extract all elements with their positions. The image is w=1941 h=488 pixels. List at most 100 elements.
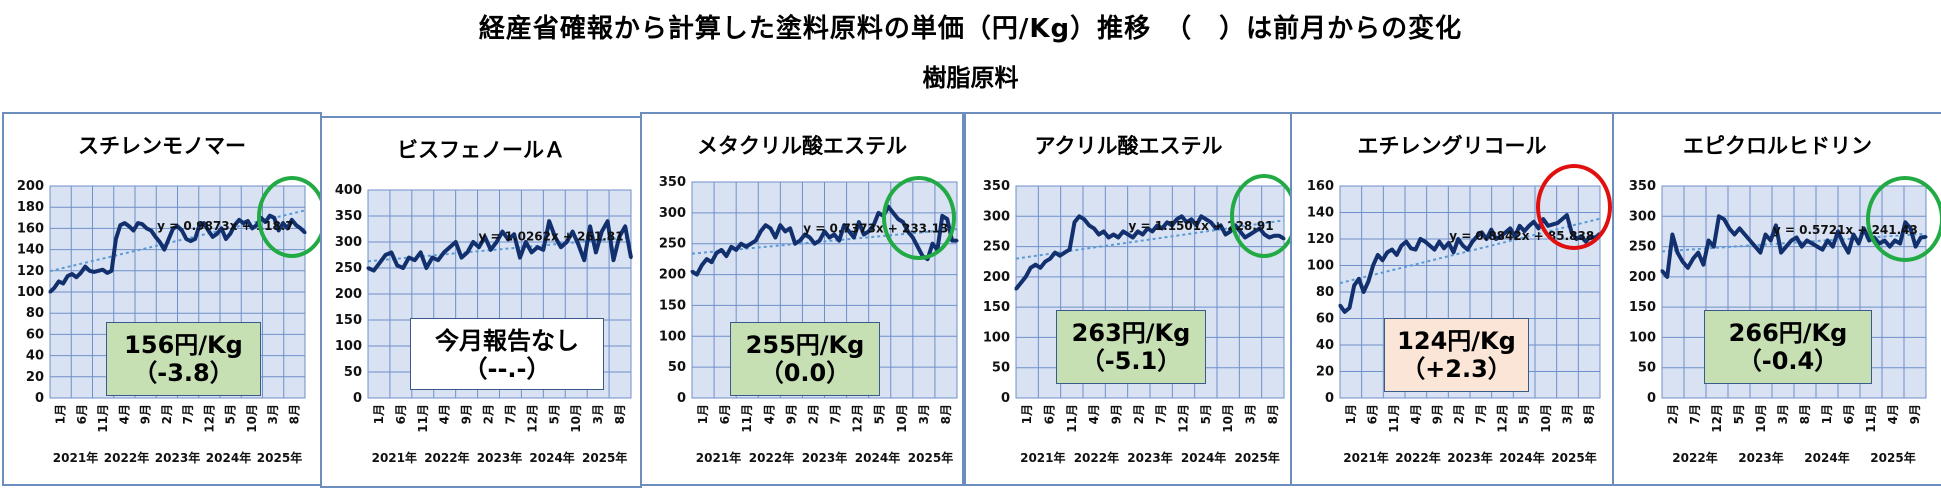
data-point [189, 239, 193, 243]
data-point [1063, 251, 1067, 255]
x-tick-label: 11月 [1387, 404, 1401, 433]
data-point [1841, 242, 1845, 245]
y-tick-label: 200 [335, 287, 362, 302]
data-point [158, 240, 162, 244]
data-point [764, 223, 768, 227]
x-tick-label: 3月 [1776, 404, 1790, 424]
y-tick-label: 20 [26, 370, 44, 385]
data-point [1805, 239, 1809, 242]
price-value-box: 156円/Kg （-3.8） [106, 322, 261, 396]
data-point [1366, 279, 1370, 283]
data-point [1116, 236, 1120, 239]
data-point [588, 224, 592, 228]
data-point [1513, 234, 1517, 238]
data-point [1034, 263, 1037, 267]
price-value-box: 255円/Kg （0.0） [730, 322, 880, 396]
y-tick-label: 160 [17, 221, 44, 236]
y-tick-label: 0 [1325, 391, 1334, 406]
series-line [367, 219, 633, 273]
year-label: 2025年 [1870, 450, 1915, 465]
chart-title: メタクリル酸エステル [697, 134, 907, 158]
data-point [1385, 250, 1389, 254]
y-tick-label: 20 [1316, 365, 1334, 380]
x-tick-label: 8月 [287, 404, 301, 424]
data-point [96, 269, 100, 273]
x-tick-label: 12月 [525, 404, 539, 433]
data-point [465, 250, 469, 254]
x-tick-label: 10月 [1754, 404, 1768, 433]
y-tick-label: 250 [983, 240, 1010, 255]
data-point [1073, 220, 1076, 224]
data-point [1209, 220, 1213, 224]
y-tick-label: 400 [335, 183, 362, 198]
data-point [600, 230, 604, 234]
data-point [1522, 229, 1526, 233]
x-tick-label: 6月 [1043, 404, 1057, 424]
y-tick-label: 200 [1629, 270, 1656, 285]
y-tick-label: 200 [659, 268, 686, 283]
x-tick-label: 8月 [939, 404, 953, 424]
data-point [1537, 226, 1540, 230]
data-point [389, 250, 393, 254]
data-point [1815, 245, 1819, 249]
data-point [623, 224, 627, 228]
x-tick-label: 4月 [762, 404, 776, 424]
data-point [1107, 236, 1111, 239]
x-tick-label: 4月 [1886, 404, 1900, 424]
data-point [378, 261, 382, 265]
data-point [872, 223, 876, 227]
data-point [500, 230, 504, 234]
data-point [729, 245, 733, 249]
data-point [1779, 251, 1783, 255]
x-tick-label: 6月 [718, 404, 732, 424]
year-label: 2025年 [908, 450, 953, 465]
x-tick-label: 11月 [740, 404, 754, 433]
price-value: 今月報告なし [435, 327, 579, 355]
data-point [710, 260, 714, 264]
data-point [419, 250, 423, 254]
data-point [1053, 251, 1057, 255]
data-point [1748, 239, 1752, 242]
data-point [1826, 239, 1830, 242]
data-point [211, 235, 215, 239]
y-tick-label: 60 [1316, 312, 1334, 327]
data-point [1112, 233, 1115, 236]
data-point [769, 226, 772, 230]
y-tick-label: 350 [983, 179, 1010, 194]
y-tick-label: 150 [983, 300, 1010, 315]
data-point [1092, 226, 1096, 230]
data-point [220, 226, 223, 230]
year-label: 2023年 [1447, 450, 1492, 465]
data-point [1038, 266, 1042, 270]
x-tick-label: 2月 [1666, 404, 1680, 424]
data-point [749, 242, 753, 246]
x-tick-label: 9月 [139, 404, 153, 424]
data-point [1141, 233, 1145, 236]
data-point [413, 258, 417, 262]
data-point [612, 258, 615, 262]
data-point [1532, 220, 1536, 224]
x-tick-label: 3月 [917, 404, 931, 424]
y-tick-label: 300 [335, 235, 362, 250]
data-point [1024, 275, 1028, 279]
x-tick-label: 4月 [1409, 404, 1423, 424]
data-point [366, 266, 370, 270]
x-tick-label: 1月 [1020, 404, 1034, 424]
data-point [162, 248, 166, 252]
price-value-box: 263円/Kg （-5.1） [1056, 310, 1206, 384]
data-point [454, 240, 458, 244]
data-point [114, 237, 118, 241]
data-point [1660, 269, 1664, 273]
x-tick-label: 12月 [202, 404, 216, 433]
x-tick-label: 1月 [54, 404, 68, 424]
x-tick-label: 10月 [1539, 404, 1553, 433]
data-point [436, 258, 440, 262]
data-point [773, 236, 777, 239]
x-tick-label: 11月 [1065, 404, 1079, 433]
data-point [1836, 229, 1840, 233]
data-point [778, 223, 782, 227]
data-point [1362, 290, 1366, 294]
data-point [1014, 287, 1018, 291]
y-tick-label: 120 [1307, 232, 1334, 247]
